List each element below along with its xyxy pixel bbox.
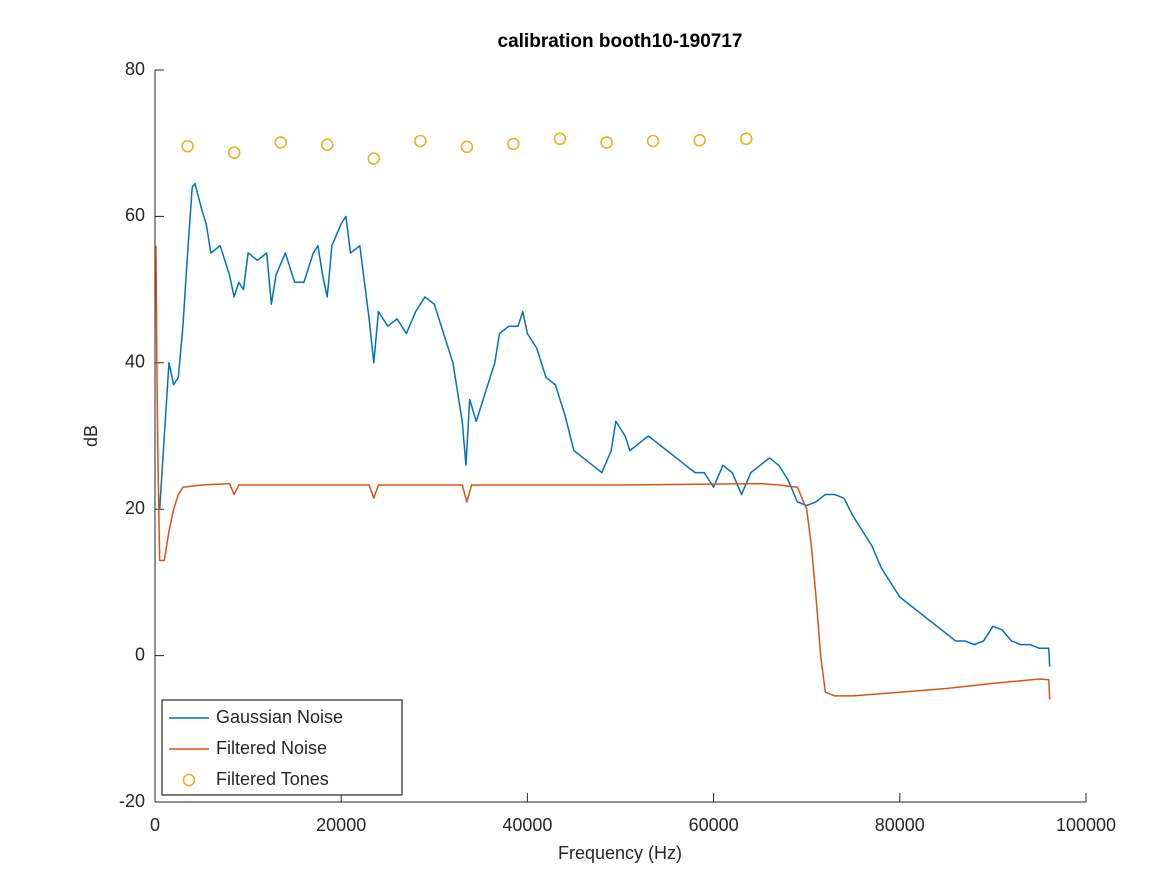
tone-marker	[600, 136, 613, 149]
chart-title: calibration booth10-190717	[498, 31, 743, 52]
tone-marker	[414, 134, 427, 148]
series-line	[155, 245, 1051, 700]
x-tick-label: 0	[150, 815, 160, 835]
tone-marker	[739, 132, 753, 146]
tone-marker	[320, 138, 334, 151]
tone-marker	[181, 139, 194, 153]
x-tick-label: 20000	[316, 815, 366, 835]
y-tick-label: 80	[125, 59, 145, 79]
legend-label: Gaussian Noise	[216, 707, 343, 727]
legend-label: Filtered Tones	[216, 769, 329, 789]
x-axis-label: Frequency (Hz)	[558, 843, 682, 863]
x-tick-label: 100000	[1056, 815, 1116, 835]
series-line	[158, 182, 1051, 667]
tone-marker	[367, 152, 381, 165]
y-axis-label: dB	[81, 425, 101, 447]
tone-marker	[227, 146, 241, 160]
y-tick-label: 20	[125, 498, 145, 518]
legend-box	[161, 699, 403, 796]
x-tick-label: 40000	[502, 815, 552, 835]
y-tick-label: 0	[135, 644, 145, 664]
tone-marker	[693, 133, 706, 147]
y-tick-label: -20	[119, 791, 145, 811]
y-tick-label: 40	[125, 352, 145, 372]
tone-marker	[507, 137, 520, 151]
tone-marker	[553, 132, 567, 146]
legend: Gaussian Noise Filtered Noise Filtered Ton…	[161, 699, 403, 796]
y-tick-label: 60	[125, 205, 145, 225]
tone-marker	[460, 140, 474, 154]
tone-marker	[646, 134, 660, 148]
tone-marker	[274, 136, 287, 149]
x-tick-label: 80000	[875, 815, 925, 835]
legend-swatch	[182, 773, 196, 787]
legend-label: Filtered Noise	[216, 738, 327, 758]
x-tick-label: 60000	[689, 815, 739, 835]
